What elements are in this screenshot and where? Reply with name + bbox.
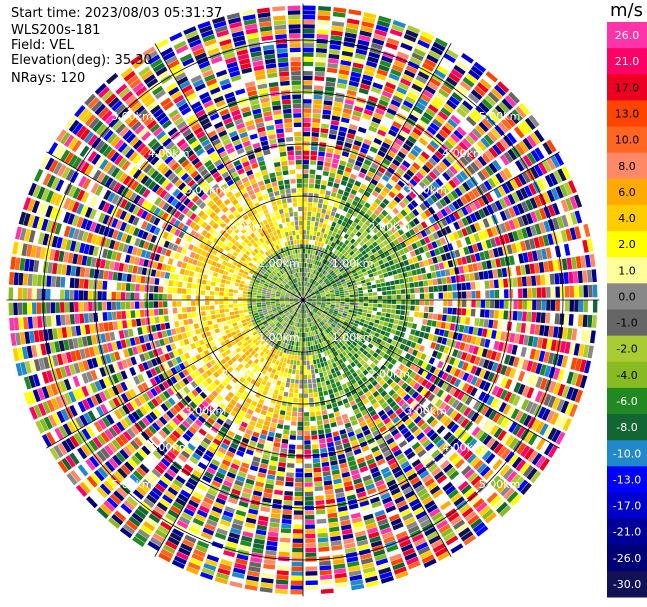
colorbar-tick-label: 1.0 (618, 264, 636, 277)
range-ring-label: 4.00km (148, 147, 190, 160)
colorbar-tick-label: 13.0 (615, 107, 640, 120)
colorbar-tick-label: 8.0 (618, 160, 636, 173)
colorbar-tick-label: 26.0 (615, 29, 640, 42)
colorbar-tick-label: 17.0 (615, 81, 640, 94)
range-ring-label: 1.00km (258, 257, 300, 270)
range-ring-label: 4.00km (442, 441, 484, 454)
azimuth-line (46, 299, 304, 449)
nrays-label: NRays: 120 (11, 71, 86, 86)
start-time-label: Start time: 2023/08/03 05:31:37 (11, 6, 223, 21)
colorbar-swatch (607, 22, 647, 49)
field-label: Field: VEL (11, 38, 74, 53)
colorbar-swatch (607, 204, 647, 232)
instrument-label: WLS200s-181 (11, 23, 101, 38)
colorbar-tick-label: -17.0 (613, 500, 641, 513)
colorbar-tick-label: -21.0 (613, 526, 641, 539)
range-ring-label: 3.00km (185, 404, 227, 417)
range-ring-label: 2.00km (222, 368, 264, 381)
colorbar-swatch (607, 544, 647, 572)
azimuth-line (154, 43, 304, 301)
range-ring-label: 2.00km (369, 368, 411, 381)
colorbar-tick-label: -4.0 (616, 369, 637, 382)
colorbar-swatch (607, 335, 647, 363)
range-ring-label: 1.00km (332, 331, 374, 344)
colorbar-tick-label: 10.0 (615, 134, 640, 147)
colorbar-swatch (607, 257, 647, 284)
colorbar-swatch (607, 48, 647, 75)
range-ring-label: 4.00km (148, 441, 190, 454)
range-ring (198, 195, 408, 405)
range-ring-label: 3.00km (185, 184, 227, 197)
colorbar-swatch (607, 414, 647, 441)
azimuth-line (302, 151, 560, 301)
elevation-label: Elevation(deg): 35.30 (11, 53, 152, 68)
range-ring-label: 1.00km (258, 331, 300, 344)
colorbar-swatch (607, 518, 647, 546)
colorbar-tick-label: -2.0 (616, 343, 637, 356)
colorbar-swatch (607, 387, 647, 415)
colorbar-tick-label: -1.0 (616, 317, 637, 330)
azimuth-line (302, 43, 452, 301)
range-ring-label: 3.00km (405, 404, 447, 417)
colorbar-tick-label: 0.0 (618, 290, 636, 303)
azimuth-line (302, 299, 560, 449)
range-ring-label: 5.00km (479, 110, 521, 123)
range-ring (250, 247, 356, 353)
colorbar-swatch (607, 231, 647, 258)
azimuth-line (46, 151, 304, 301)
colorbar-tick-label: -10.0 (613, 447, 641, 460)
colorbar-swatch (607, 283, 647, 310)
range-ring-label: 2.00km (369, 221, 411, 234)
colorbar-tick-label: -6.0 (616, 395, 637, 408)
colorbar-swatch (607, 309, 647, 337)
colorbar-tick-label: -13.0 (613, 473, 641, 486)
colorbar-swatch (607, 74, 647, 101)
range-ring-label: 3.00km (405, 184, 447, 197)
colorbar-tick-label: 21.0 (615, 55, 640, 68)
colorbar-tick-label: 6.0 (618, 186, 636, 199)
range-ring-label: 2.00km (222, 221, 264, 234)
range-ring-label: 1.00km (332, 257, 374, 270)
colorbar-swatch (607, 100, 647, 128)
range-ring-label: 5.00km (111, 110, 153, 123)
colorbar-unit-label: m/s (610, 0, 643, 21)
colorbar-tick-label: -30.0 (613, 578, 641, 591)
colorbar-swatch (607, 570, 647, 598)
colorbar-swatch (607, 440, 647, 467)
ppi-velocity-plot: 1.00km 1.00km 1.00km 1.00km 2.00km 2.00km 2.00… (6, 3, 600, 597)
colorbar-tick-label: 4.0 (618, 212, 636, 225)
colorbar-swatch (607, 466, 647, 493)
azimuth-line (154, 299, 304, 557)
colorbar-swatch (607, 126, 647, 154)
range-ring (94, 91, 512, 509)
colorbar-swatch (607, 492, 647, 520)
range-ring-label: 5.00km (479, 478, 521, 491)
colorbar-tick-label: -26.0 (613, 552, 641, 565)
colorbar-swatch (607, 361, 647, 389)
range-ring (42, 39, 564, 561)
azimuth-line (302, 299, 452, 557)
range-ring-label: 4.00km (442, 147, 484, 160)
colorbar-swatch (607, 178, 647, 206)
colorbar-tick-label: -8.0 (616, 421, 637, 434)
colorbar-swatch (607, 152, 647, 180)
range-ring (146, 143, 460, 457)
colorbar-tick-label: 2.0 (618, 238, 636, 251)
range-ring-label: 5.00km (111, 478, 153, 491)
